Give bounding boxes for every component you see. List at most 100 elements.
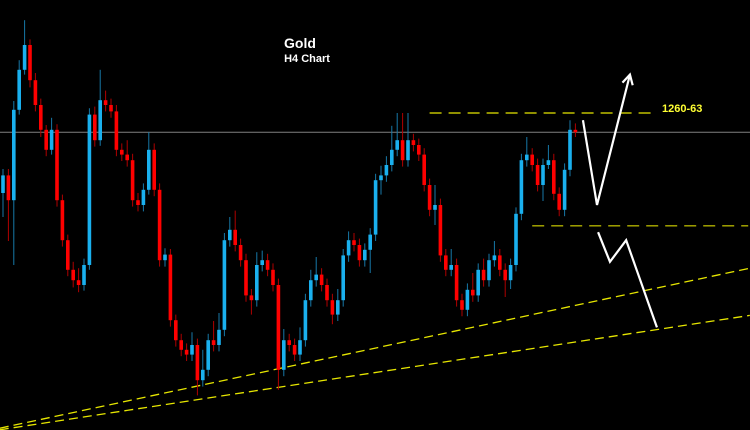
candle-body <box>66 240 70 270</box>
candle-body <box>498 255 502 270</box>
candle-body <box>454 265 459 301</box>
candle-body <box>433 205 437 210</box>
trendline-0 <box>0 267 750 429</box>
candle-body <box>471 289 475 296</box>
candle-body <box>390 149 394 165</box>
candle-body <box>319 274 324 285</box>
candle-body <box>109 105 113 112</box>
candle-body <box>535 165 540 185</box>
candle-body <box>260 260 264 265</box>
candle-body <box>357 245 362 261</box>
candle-body <box>481 269 486 281</box>
candle-body <box>157 189 162 261</box>
candle-body <box>309 280 313 301</box>
candle-body <box>71 269 75 281</box>
candle-body <box>233 229 237 245</box>
candle-body <box>114 111 119 150</box>
candle-body <box>152 149 156 190</box>
candle-body <box>476 269 480 296</box>
candle-body <box>292 345 297 355</box>
candle-body <box>417 145 421 155</box>
candle-body <box>384 165 389 176</box>
candle-body <box>395 140 399 150</box>
candle-body <box>400 140 405 161</box>
candle-body <box>568 129 572 170</box>
candle-body <box>379 175 383 181</box>
candle-body <box>244 260 248 296</box>
candle-body <box>406 140 410 161</box>
candle-body <box>125 154 129 161</box>
candle-body <box>444 255 448 270</box>
candle-body <box>363 249 367 261</box>
candle-body <box>411 140 416 145</box>
candle-body <box>217 329 221 345</box>
candle-body <box>422 154 426 185</box>
candle-body <box>136 200 140 205</box>
candle-body <box>525 154 529 161</box>
candle-body <box>103 100 108 105</box>
candle-body <box>249 295 254 301</box>
candle-body <box>503 269 507 281</box>
resistance-level-label: 1260-63 <box>662 103 703 115</box>
candle-body <box>271 269 275 285</box>
candle-body <box>49 129 54 150</box>
candle-body <box>449 265 453 270</box>
candle-body <box>201 369 205 381</box>
candle-body <box>82 265 86 285</box>
candle-body <box>98 100 102 141</box>
candle-body <box>39 105 43 130</box>
candle-body <box>373 180 378 235</box>
candle-body <box>55 129 59 201</box>
candle-body <box>519 160 524 214</box>
candle-body <box>238 245 243 261</box>
candle-body <box>492 255 497 261</box>
candle-body <box>184 349 189 355</box>
candle-body <box>87 114 92 265</box>
candle-body <box>573 129 578 133</box>
candle-body <box>120 149 124 155</box>
candle-body <box>60 200 65 241</box>
candle-body <box>487 260 491 281</box>
candle-body <box>168 254 173 321</box>
candle-body <box>336 300 340 315</box>
candle-body <box>552 160 556 194</box>
arrowhead-icon <box>621 72 634 86</box>
candle-body <box>147 149 151 190</box>
candle-body <box>514 213 518 265</box>
candle-body <box>346 240 351 256</box>
candle-body <box>368 234 372 250</box>
candle-body <box>546 160 551 165</box>
candle-body <box>17 69 21 110</box>
candle-body <box>255 265 259 301</box>
candle-body <box>325 285 329 301</box>
candle-body <box>206 340 210 370</box>
candle-body <box>427 185 432 210</box>
candle-body <box>1 175 5 193</box>
candle-body <box>298 340 302 355</box>
candle-body <box>76 280 81 285</box>
trendline-1 <box>0 314 750 430</box>
candle-body <box>6 175 11 201</box>
candle-body <box>33 80 38 105</box>
candle-body <box>195 345 200 381</box>
candle-body <box>265 260 270 270</box>
candle-body <box>211 340 216 345</box>
candle-body <box>22 45 27 70</box>
candle-body <box>460 300 464 310</box>
candle-body <box>508 265 513 281</box>
candle-body <box>341 255 345 301</box>
arrow-down <box>597 231 658 328</box>
arrow-up <box>581 74 632 206</box>
candle-body <box>287 340 291 345</box>
candle-body <box>352 240 356 245</box>
chart-subtitle: H4 Chart <box>284 53 330 65</box>
candle-body <box>541 165 545 185</box>
candle-body <box>141 189 146 205</box>
candle-body <box>222 240 227 330</box>
candle-body <box>562 169 567 210</box>
candle-body <box>28 45 32 81</box>
chart-title: Gold <box>284 35 316 51</box>
candle-body <box>179 340 183 350</box>
